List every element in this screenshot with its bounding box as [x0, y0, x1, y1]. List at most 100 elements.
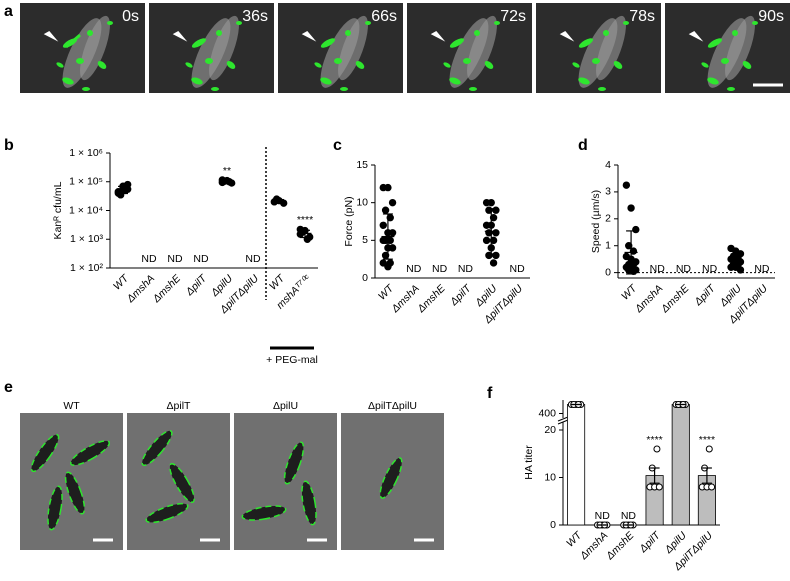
- data-point: [388, 229, 397, 237]
- y-axis-label: Kanᴿ cfu/mL: [52, 181, 64, 239]
- pilus: [334, 58, 342, 64]
- pilus: [314, 62, 322, 68]
- y-axis-label: Speed (µm/s): [590, 190, 602, 253]
- pilus: [707, 38, 723, 48]
- panel-label: a: [4, 3, 13, 20]
- pilus: [721, 58, 729, 64]
- pilus: [236, 21, 242, 25]
- data-point: [296, 225, 305, 234]
- pilus: [97, 61, 107, 69]
- annotation: ND: [676, 263, 692, 275]
- panel-label: f: [487, 385, 493, 402]
- pilus: [56, 62, 64, 68]
- bar: [671, 404, 690, 526]
- pilus: [191, 77, 203, 85]
- pilus: [107, 21, 113, 25]
- data-point: [381, 206, 390, 214]
- pilus: [449, 38, 465, 48]
- arrowhead: [43, 31, 59, 42]
- data-point: [653, 445, 661, 453]
- annotation: ND: [193, 253, 209, 265]
- y-tick-label: 10: [544, 471, 556, 483]
- annotation: **: [223, 165, 231, 177]
- pilus: [707, 77, 719, 85]
- pilus: [578, 77, 590, 85]
- x-tick-label: ΔmshE: [603, 529, 637, 563]
- annotation: ND: [621, 510, 637, 522]
- pilus: [732, 30, 738, 36]
- y-tick-label: 5: [362, 234, 368, 246]
- pilus: [578, 38, 594, 48]
- time-label: 90s: [758, 8, 784, 25]
- pilus: [613, 61, 623, 69]
- pilus: [340, 87, 348, 91]
- data-point: [492, 206, 500, 214]
- cell: [64, 471, 86, 515]
- data-point: [384, 263, 392, 271]
- pilus: [320, 38, 336, 48]
- annotation: ****: [297, 214, 313, 226]
- data-point: [632, 225, 640, 234]
- data-point: [482, 236, 491, 245]
- cell: [301, 480, 317, 526]
- pilus: [603, 30, 609, 36]
- axis-break: [557, 419, 569, 425]
- y-tick-label: 1 × 10²: [70, 262, 103, 274]
- pilus: [62, 77, 74, 85]
- cell: [241, 505, 287, 521]
- annotation: ND: [509, 263, 525, 275]
- x-tick-label: ΔmshA: [577, 530, 610, 563]
- data-point: [627, 204, 635, 212]
- annotation: ND: [458, 263, 474, 275]
- y-tick-label: 1 × 10⁶: [69, 147, 103, 159]
- y-tick-label: 1 × 10³: [70, 233, 103, 245]
- annotation: ND: [432, 263, 448, 275]
- arrowhead: [559, 31, 575, 42]
- pilus: [355, 61, 365, 69]
- cell: [30, 433, 60, 473]
- pilus: [65, 33, 81, 49]
- pilus: [211, 87, 219, 91]
- pilus: [226, 61, 236, 69]
- data-point: [379, 221, 387, 229]
- cell: [80, 15, 110, 81]
- pilus: [76, 58, 84, 64]
- data-point: [655, 483, 663, 491]
- x-tick-label: WT: [564, 528, 585, 549]
- panel-label: e: [4, 379, 13, 396]
- micrograph-title: ΔpilU: [273, 400, 298, 412]
- arrowhead: [430, 31, 446, 42]
- pilus: [701, 62, 709, 68]
- y-tick-label: 1 × 10⁴: [69, 204, 103, 216]
- y-tick-label: 1: [605, 239, 611, 251]
- micrograph-title: ΔpilT: [167, 400, 192, 412]
- x-tick-label: ΔmshE: [150, 272, 184, 306]
- data-point: [384, 183, 392, 192]
- time-label: 0s: [122, 8, 139, 25]
- pilus: [494, 21, 500, 25]
- pilus: [484, 61, 494, 69]
- pilus: [469, 87, 477, 91]
- data-point: [708, 483, 716, 491]
- y-tick-label: 400: [538, 407, 556, 419]
- data-point: [489, 236, 498, 245]
- x-tick-label: ΔpilT: [637, 528, 664, 555]
- cell: [169, 462, 195, 504]
- x-tick-label: ΔmshE: [415, 282, 449, 316]
- time-label: 72s: [500, 8, 526, 25]
- annotation: ND: [167, 253, 183, 265]
- micrograph-title: ΔpilTΔpilU: [368, 400, 417, 412]
- annotation: ND: [406, 263, 422, 275]
- annotation: ****: [646, 434, 662, 446]
- cell: [47, 485, 63, 531]
- annotation: ND: [650, 263, 666, 275]
- data-point: [705, 445, 713, 453]
- y-tick-label: 0: [362, 272, 368, 284]
- data-point: [489, 259, 498, 267]
- pilus: [345, 30, 351, 36]
- cell: [338, 15, 368, 81]
- y-axis-label: HA titer: [523, 445, 535, 480]
- data-point: [487, 198, 495, 207]
